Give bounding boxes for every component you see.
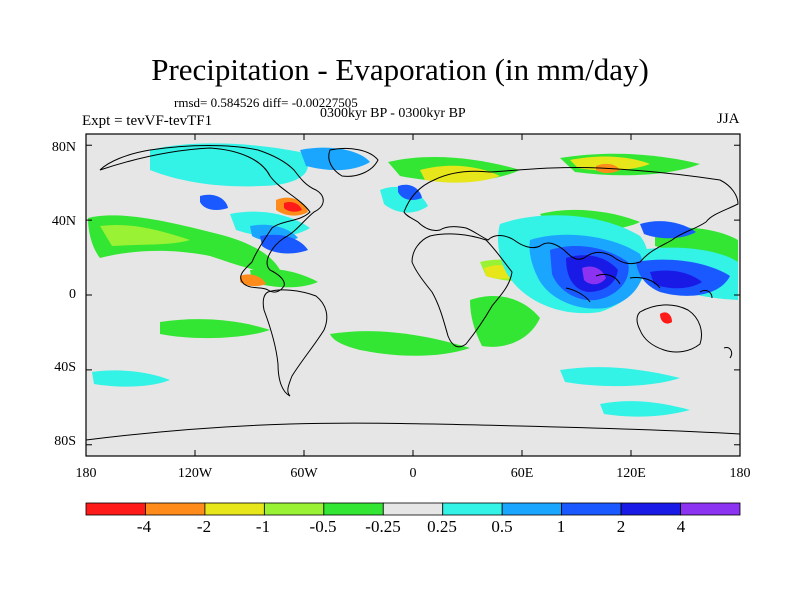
colorbar-swatch <box>620 502 681 516</box>
coastline-antarctica <box>86 422 740 441</box>
coastline-europe-asia <box>403 166 739 265</box>
lat-label-0: 0 <box>69 287 76 302</box>
coastline-north-america <box>99 145 324 293</box>
colorbar <box>85 502 741 516</box>
lat-label-80s: 80S <box>54 434 76 449</box>
coastline-africa <box>411 233 513 348</box>
colorbar-swatch <box>204 502 265 516</box>
colorbar-swatch <box>442 502 503 516</box>
colorbar-label: -0.5 <box>309 517 337 536</box>
anomaly-region <box>570 156 650 171</box>
period-label: 0300kyr BP - 0300kyr BP <box>320 106 466 121</box>
precip-anomaly-field <box>88 143 738 417</box>
colorbar-label: 0.25 <box>427 517 457 536</box>
colorbar-label: -2 <box>196 517 212 536</box>
anomaly-region <box>300 147 370 171</box>
colorbar-label: -4 <box>136 517 152 536</box>
colorbar-swatch <box>561 502 622 516</box>
anomaly-region <box>398 184 422 200</box>
anomaly-region <box>260 234 308 254</box>
anomaly-region <box>100 224 190 246</box>
colorbar-swatch <box>501 502 563 516</box>
anomaly-region <box>250 268 318 288</box>
colorbar-label: -0.25 <box>365 517 401 536</box>
colorbar-swatch <box>323 502 384 516</box>
coastline-australia <box>636 304 702 353</box>
lon-label-180w: 180 <box>75 466 97 481</box>
colorbar-label: 0.5 <box>491 517 513 536</box>
colorbar-swatch <box>85 502 146 516</box>
experiment-label: Expt = tevVF-tevTF1 <box>82 113 213 129</box>
colorbar-label: 1 <box>556 517 566 536</box>
lon-label-0: 0 <box>409 466 417 481</box>
coastlines <box>86 145 740 441</box>
lon-label-180e: 180 <box>729 466 751 481</box>
lat-label-80n: 80N <box>51 140 76 155</box>
stats-line: rmsd= 0.584526 diff= -0.00227505 <box>174 95 358 110</box>
anomaly-region <box>560 367 680 387</box>
axis-ticks <box>85 134 741 456</box>
coastline-greenland <box>328 147 379 177</box>
lon-label-60w: 60W <box>290 466 318 481</box>
anomaly-region <box>160 319 270 339</box>
anomaly-region <box>600 401 690 417</box>
anomaly-region <box>200 194 228 210</box>
anomaly-region <box>582 266 606 285</box>
coastline-south-america <box>262 289 328 397</box>
colorbar-swatch <box>145 502 206 516</box>
lon-label-120w: 120W <box>177 466 213 481</box>
colorbar-swatch <box>680 502 741 516</box>
anomaly-region <box>650 270 702 289</box>
lat-label-40s: 40S <box>54 360 76 375</box>
anomaly-region <box>330 331 470 356</box>
lon-label-120e: 120E <box>616 466 646 481</box>
anomaly-region <box>284 201 302 212</box>
lon-label-60e: 60E <box>510 466 534 481</box>
anomaly-region <box>240 274 266 287</box>
anomaly-region <box>230 211 310 237</box>
anomaly-region <box>420 165 500 183</box>
anomaly-region <box>470 296 540 347</box>
colorbar-label: -1 <box>255 517 271 536</box>
figure-title: Precipitation - Evaporation (in mm/day) <box>151 52 649 87</box>
anomaly-region <box>660 312 672 324</box>
colorbar-swatch <box>263 502 325 516</box>
lat-label-40n: 40N <box>51 214 76 229</box>
season-label: JJA <box>717 111 740 127</box>
colorbar-label: 2 <box>616 517 626 536</box>
colorbar-label: 4 <box>676 517 686 536</box>
colorbar-swatch <box>382 502 444 516</box>
anomaly-region <box>92 370 170 387</box>
coastline-islands <box>565 273 733 359</box>
